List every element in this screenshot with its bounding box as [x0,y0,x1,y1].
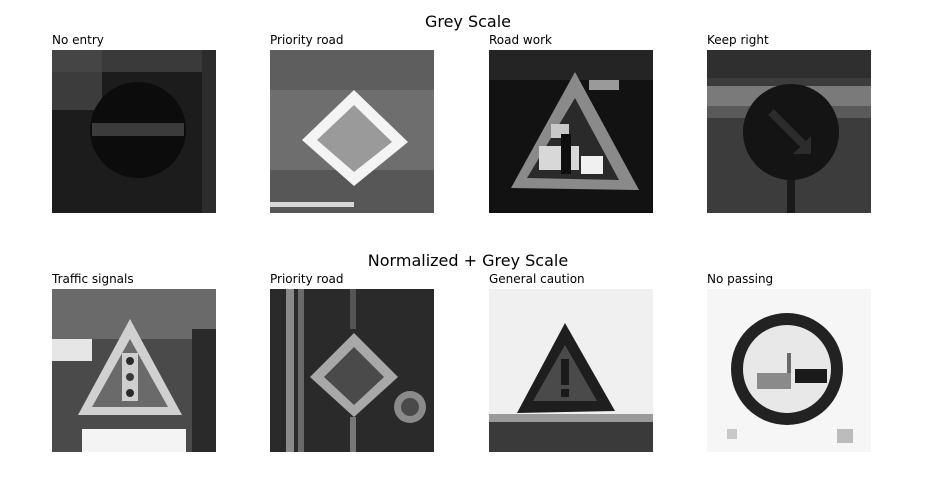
no-passing-sign-image [707,289,871,452]
label-no-entry: No entry [52,33,104,47]
traffic-signals-sign-image [52,289,216,452]
row-title-normalized-grey-scale: Normalized + Grey Scale [367,251,569,270]
general-caution-sign-image [489,289,653,452]
priority-road-sign-image [270,289,434,452]
label-no-passing: No passing [707,272,774,286]
no-entry-sign-image [52,50,216,213]
label-keep-right: Keep right [707,33,769,47]
road-work-sign-image [489,50,653,213]
row-title-grey-scale: Grey Scale [424,12,512,31]
keep-right-sign-image [707,50,871,213]
priority-road-sign-image [270,50,434,213]
label-priority-road-2: Priority road [270,272,344,286]
label-traffic-signals: Traffic signals [52,272,134,286]
label-general-caution: General caution [489,272,585,286]
label-priority-road-1: Priority road [270,33,344,47]
label-road-work: Road work [489,33,552,47]
